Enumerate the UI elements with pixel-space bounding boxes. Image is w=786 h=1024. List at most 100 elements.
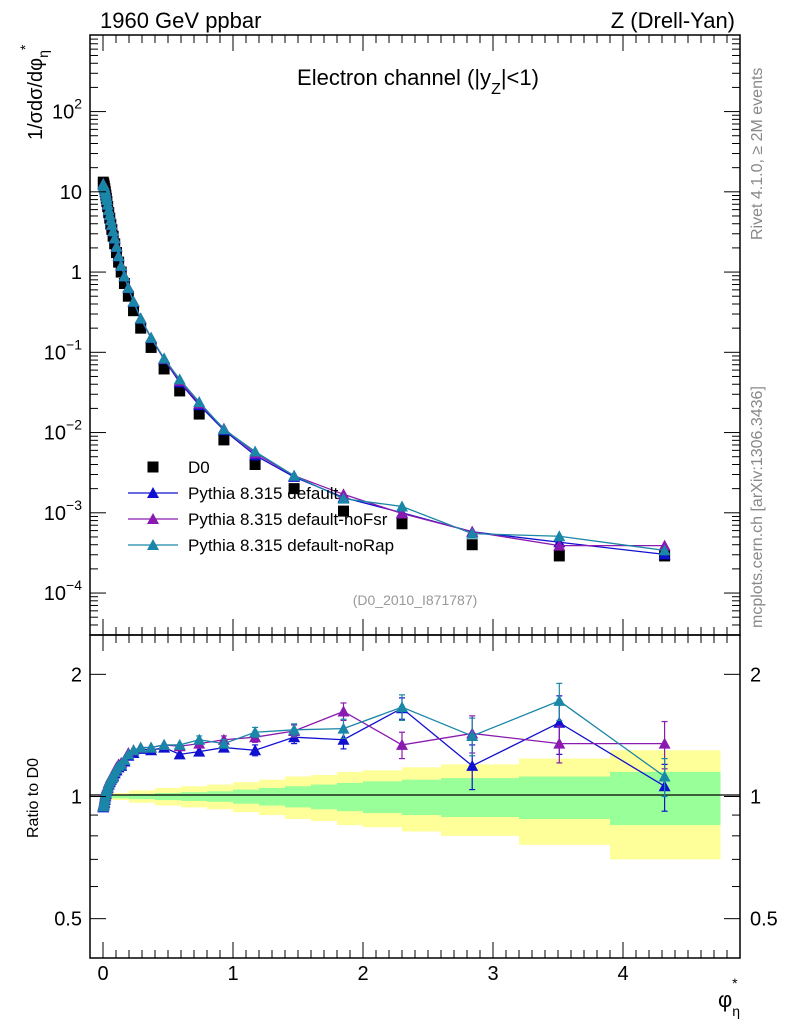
series-marker-noRap (100, 194, 113, 206)
mcplots-reference-label: mcplots.cern.ch [arXiv:1306.3436] (749, 386, 766, 628)
data-point-d0 (396, 518, 408, 530)
data-point-d0 (122, 290, 134, 302)
series-marker-noRap (396, 500, 408, 512)
header-left-title: 1960 GeV ppbar (100, 8, 261, 33)
header-right-title: Z (Drell-Yan) (611, 8, 735, 33)
data-point-d0 (115, 266, 127, 278)
data-point-d0 (338, 505, 349, 517)
band-inner (519, 776, 610, 820)
legend: D0 Pythia 8.315 default Pythia 8.315 defau… (128, 458, 394, 555)
ratio-marker-noRap (249, 726, 262, 738)
band-inner (233, 789, 259, 804)
legend-marker-noRap (147, 539, 159, 550)
main-title-pre: Electron channel (|y (297, 65, 491, 90)
ratio-y-axis-label: Ratio to D0 (25, 758, 42, 838)
ratio-marker-noRap (396, 701, 408, 713)
band-inner (103, 794, 129, 799)
data-point-d0 (158, 363, 170, 375)
ratio-marker-noRap (553, 694, 566, 706)
band-inner (363, 781, 402, 814)
series-marker-noRap (288, 469, 301, 481)
main-y-tick-label: 10−1 (44, 336, 82, 364)
main-y-axis-label: 1/σdσ/dφη* (17, 44, 51, 140)
series-marker-noRap (193, 396, 206, 408)
series-marker-noRap (108, 232, 121, 244)
series-marker-noFsr (553, 539, 566, 551)
ratio-y-tick-label-left: 1 (71, 787, 82, 809)
band-inner (207, 791, 233, 802)
series-marker-noRap (101, 198, 114, 210)
x-tick-label: 1 (227, 963, 238, 985)
ratio-y-tick-label-left: 2 (71, 664, 82, 686)
main-panel: 102 10 1 10−1 10−2 10−3 10−4 Electron channel … (17, 34, 741, 636)
legend-label-noFsr: Pythia 8.315 default-noFsr (188, 510, 388, 529)
ratio-marker-noRap (145, 741, 158, 753)
ratio-marker-noRap (118, 754, 131, 766)
ratio-marker-noRap (288, 723, 301, 735)
ratio-series-layer (97, 682, 671, 813)
rivet-version-label: Rivet 4.1.0, ≥ 2M events (749, 68, 766, 240)
ratio-panel: 0.5 0.5 1 1 2 2 0 1 2 3 4 Ratio to D0 φη* (25, 35, 778, 1019)
series-marker-noRap (466, 527, 479, 539)
x-axis: 0 1 2 3 4 (89, 35, 741, 985)
band-inner (337, 782, 363, 812)
main-watermark: (D0_2010_I871787) (353, 592, 478, 608)
series-marker-noRap (337, 492, 350, 504)
ratio-marker-default (249, 744, 262, 756)
data-point-d0 (193, 408, 205, 420)
series-marker-noRap (102, 204, 115, 216)
data-point-d0 (111, 247, 123, 259)
ratio-marker-default (173, 748, 186, 760)
data-point-d0 (174, 385, 186, 397)
series-marker-noRap (115, 259, 128, 271)
series-marker-noRap (158, 352, 171, 364)
band-inner (285, 786, 311, 808)
main-y-tick-label: 10 (60, 182, 82, 204)
series-marker-noRap (118, 270, 131, 282)
main-title-sub: Z (491, 81, 501, 98)
ratio-marker-noRap (158, 738, 171, 750)
data-point-d0 (553, 550, 565, 562)
series-marker-noRap (145, 331, 158, 343)
series-marker-noFsr (396, 507, 408, 519)
data-point-d0 (249, 458, 261, 470)
x-tick-label: 4 (617, 963, 628, 985)
ratio-marker-noRap (658, 770, 671, 782)
ratio-marker-default (553, 716, 566, 728)
ratio-marker-noRap (466, 729, 479, 741)
series-marker-noRap (122, 281, 135, 293)
ratio-marker-noRap (134, 741, 147, 753)
series-marker-noRap (112, 250, 125, 262)
ratio-marker-noRap (337, 722, 350, 734)
ratio-y-tick-label-right: 2 (750, 664, 761, 686)
ratio-marker-noFsr (553, 737, 566, 749)
main-y-tick-label: 10−2 (44, 417, 82, 445)
ratio-marker-default (337, 733, 350, 745)
ratio-y-tick-label-right: 1 (750, 787, 761, 809)
ratio-y-tick-label-left: 0.5 (54, 909, 82, 931)
ratio-marker-default (193, 745, 206, 757)
series-marker-noRap (249, 445, 262, 457)
ratio-y-tick-label-right: 0.5 (750, 909, 778, 931)
ratio-marker-noFsr (337, 705, 350, 717)
main-series-layer (97, 176, 671, 562)
legend-label-noRap: Pythia 8.315 default-noRap (188, 536, 394, 555)
ratio-marker-noFsr (396, 738, 408, 750)
band-inner (129, 793, 155, 800)
series-marker-noRap (110, 240, 123, 252)
series-marker-noRap (553, 530, 566, 542)
data-point-d0 (145, 341, 157, 353)
series-marker-noRap (173, 373, 186, 385)
legend-marker-default (147, 487, 159, 498)
band-inner (181, 792, 207, 801)
data-point-d0 (113, 256, 125, 268)
band-inner (259, 787, 285, 806)
data-point-d0 (288, 483, 300, 495)
x-tick-label: 0 (97, 963, 108, 985)
ratio-y-axis: 0.5 0.5 1 1 2 2 (54, 664, 778, 959)
series-marker-noRap (103, 209, 116, 221)
band-inner (441, 778, 519, 818)
legend-marker-d0 (147, 461, 159, 473)
legend-label-default: Pythia 8.315 default (188, 484, 339, 503)
